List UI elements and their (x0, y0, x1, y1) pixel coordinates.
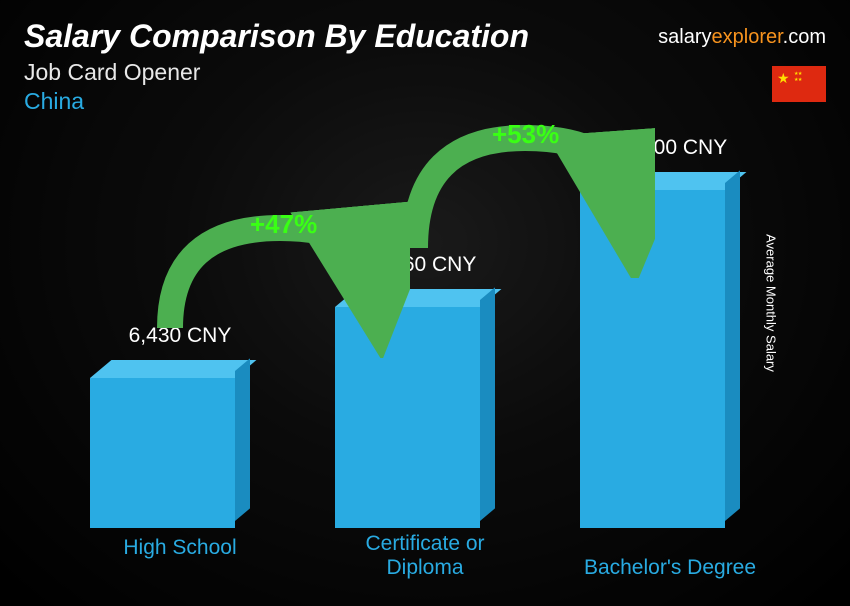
bar-side-face (235, 358, 250, 521)
yaxis-label: Average Monthly Salary (764, 234, 779, 372)
bar-front-face (90, 378, 235, 528)
bar-side-face (725, 170, 740, 521)
bar-label: High School (80, 536, 280, 560)
bar-side-face (480, 287, 495, 521)
bar-label: Bachelor's Degree (570, 556, 770, 580)
country-label: China (24, 88, 529, 115)
brand-part3: .com (783, 26, 826, 48)
brand-part1: salary (658, 26, 711, 48)
china-flag-icon (772, 66, 826, 102)
infographic-container: Salary Comparison By Education Job Card … (0, 0, 850, 606)
bar-chart: 6,430 CNY High School 9,460 CNY Certific… (60, 78, 770, 578)
brand-logo: salaryexplorer.com (658, 26, 826, 49)
pct-increase-label: +47% (250, 209, 317, 240)
bar-top-face (90, 360, 256, 378)
pct-increase-label: +53% (492, 119, 559, 150)
job-title: Job Card Opener (24, 59, 529, 86)
brand-part2: explorer (712, 26, 783, 48)
bar-label: Certificate or Diploma (325, 532, 525, 580)
header: Salary Comparison By Education Job Card … (24, 18, 529, 115)
page-title: Salary Comparison By Education (24, 18, 529, 55)
